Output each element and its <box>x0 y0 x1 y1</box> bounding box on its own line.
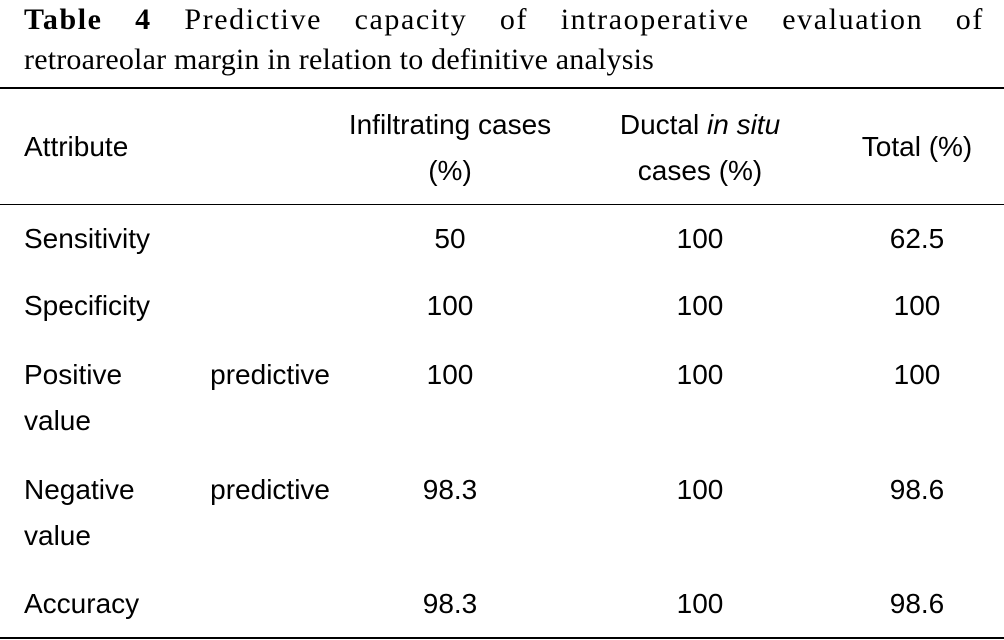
header-ductal-line1: Ductal in situ <box>580 102 820 148</box>
row-sensitivity-ductal: 100 <box>676 223 724 254</box>
row-npv-attribute: Negative predictive value <box>24 467 330 559</box>
row-npv-attribute-line2: value <box>24 520 91 551</box>
row-sensitivity-total: 62.5 <box>889 223 945 254</box>
row-specificity-attribute: Specificity <box>24 290 151 321</box>
header-total: Total (%) <box>861 131 973 162</box>
row-ppv-ductal: 100 <box>676 359 724 390</box>
header-infiltrating: Infiltrating cases (%) <box>330 102 570 194</box>
row-sensitivity-infiltrating: 50 <box>434 223 466 254</box>
row-ppv-attribute-line1: Positive predictive <box>24 359 330 390</box>
header-ductal-prefix: Ductal <box>619 109 707 140</box>
row-sensitivity-attribute: Sensitivity <box>24 223 151 254</box>
row-accuracy-ductal: 100 <box>676 588 724 619</box>
header-ductal-italic: in situ <box>707 109 781 140</box>
caption-title-part-1: Predictive capacity of intraoperative ev… <box>184 3 984 36</box>
header-divider-rule <box>0 204 1004 205</box>
table-top-rule <box>0 87 1004 89</box>
row-npv-attribute-line1: Negative predictive <box>24 474 330 505</box>
row-accuracy-infiltrating: 98.3 <box>422 588 478 619</box>
row-npv-ductal: 100 <box>676 474 724 505</box>
row-accuracy-total: 98.6 <box>889 588 945 619</box>
row-npv-infiltrating: 98.3 <box>422 474 478 505</box>
table-bottom-rule <box>0 637 1004 639</box>
caption-title-part-2: retroareolar margin in relation to defin… <box>24 43 655 76</box>
header-ductal: Ductal in situ cases (%) <box>580 102 820 194</box>
header-infiltrating-line1: Infiltrating cases <box>348 109 552 140</box>
caption-label: Table 4 <box>24 3 152 36</box>
row-specificity-infiltrating: 100 <box>426 290 474 321</box>
row-ppv-infiltrating: 100 <box>426 359 474 390</box>
row-specificity-ductal: 100 <box>676 290 724 321</box>
header-infiltrating-line2: (%) <box>428 155 472 186</box>
header-ductal-line2: cases (%) <box>637 155 763 186</box>
caption-line-1: Table 4 Predictive capacity of intraoper… <box>24 0 984 40</box>
table-caption: Table 4 Predictive capacity of intraoper… <box>24 0 984 80</box>
row-specificity-total: 100 <box>893 290 941 321</box>
header-attribute: Attribute <box>24 131 129 162</box>
row-ppv-total: 100 <box>893 359 941 390</box>
row-npv-total: 98.6 <box>889 474 945 505</box>
row-accuracy-attribute: Accuracy <box>24 588 140 619</box>
row-ppv-attribute-line2: value <box>24 405 91 436</box>
row-ppv-attribute: Positive predictive value <box>24 352 330 444</box>
